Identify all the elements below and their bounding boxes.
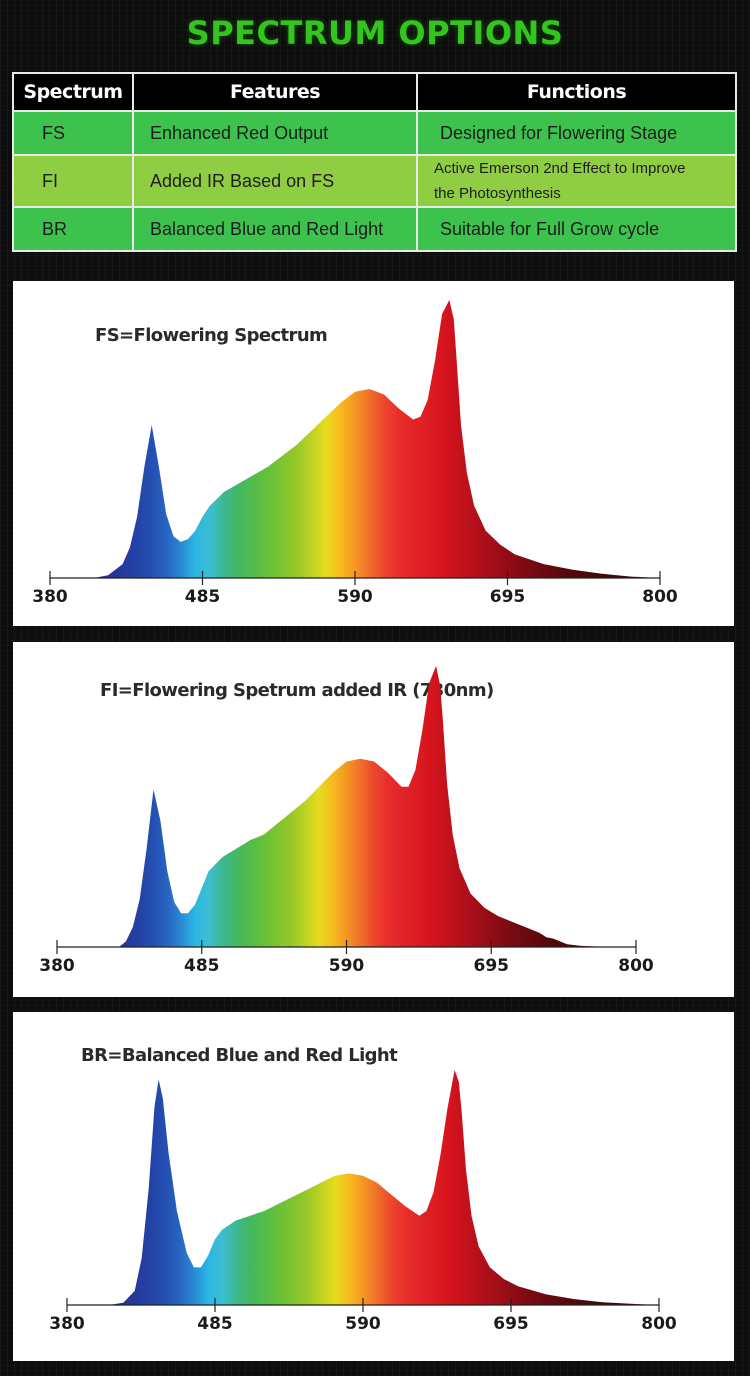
spectrum-options-table: Spectrum Features Functions FS Enhanced … xyxy=(12,72,737,252)
x-tick-label: 695 xyxy=(474,956,510,976)
cell-feature: Added IR Based on FS xyxy=(132,154,418,208)
cell-feature: Enhanced Red Output xyxy=(132,110,418,156)
x-tick-label: 590 xyxy=(329,956,365,976)
cell-feature: Balanced Blue and Red Light xyxy=(132,206,418,252)
cell-spectrum: FI xyxy=(12,154,134,208)
function-line: Active Emerson 2nd Effect to Improve xyxy=(434,160,686,177)
chart-title: BR=Balanced Blue and Red Light xyxy=(81,1045,398,1066)
spectrum-area xyxy=(109,1070,660,1305)
cell-function: Active Emerson 2nd Effect to Improve the… xyxy=(416,154,737,208)
spectrum-chart-br: BR=Balanced Blue and Red Light 380 485 590 6… xyxy=(49,1045,677,1334)
x-tick-label: 485 xyxy=(197,1314,233,1334)
spectrum-chart-fs: FS=Flowering Spectrum 380 485 590 695 800 xyxy=(32,300,678,607)
spectrum-chart-fi: FI=Flowering Spetrum added IR (730nm) 380… xyxy=(39,666,654,976)
chart-panel-fs: FS=Flowering Spectrum 380 485 590 695 800 xyxy=(13,281,734,626)
page-title: SPECTRUM OPTIONS xyxy=(186,14,564,52)
x-tick-label: 485 xyxy=(184,956,220,976)
x-tick-label: 800 xyxy=(642,587,678,607)
chart-title: FS=Flowering Spectrum xyxy=(95,325,327,346)
x-tick-label: 380 xyxy=(39,956,75,976)
x-tick-label: 800 xyxy=(641,1314,677,1334)
spectrum-area xyxy=(119,666,636,947)
spectrum-area xyxy=(93,300,661,578)
cell-spectrum: BR xyxy=(12,206,134,252)
x-tick-label: 695 xyxy=(493,1314,529,1334)
x-tick-label: 590 xyxy=(345,1314,381,1334)
x-tick-label: 800 xyxy=(618,956,654,976)
table-header-row: Spectrum Features Functions xyxy=(12,72,737,112)
column-header-features: Features xyxy=(132,72,418,112)
x-tick-label: 485 xyxy=(185,587,221,607)
x-tick-label: 590 xyxy=(337,587,373,607)
function-line: the Photosynthesis xyxy=(434,185,561,202)
table-row: BR Balanced Blue and Red Light Suitable … xyxy=(12,206,737,252)
x-tick-label: 380 xyxy=(32,587,68,607)
cell-function: Suitable for Full Grow cycle xyxy=(416,206,737,252)
x-tick-label: 380 xyxy=(49,1314,85,1334)
table-row: FS Enhanced Red Output Designed for Flow… xyxy=(12,110,737,156)
table-row: FI Added IR Based on FS Active Emerson 2… xyxy=(12,154,737,208)
column-header-spectrum: Spectrum xyxy=(12,72,134,112)
column-header-functions: Functions xyxy=(416,72,737,112)
chart-panel-br: BR=Balanced Blue and Red Light 380 485 590 6… xyxy=(13,1012,734,1361)
cell-function: Designed for Flowering Stage xyxy=(416,110,737,156)
chart-title: FI=Flowering Spetrum added IR (730nm) xyxy=(100,680,494,701)
x-tick-label: 695 xyxy=(490,587,526,607)
chart-panel-fi: FI=Flowering Spetrum added IR (730nm) 380… xyxy=(13,642,734,997)
cell-spectrum: FS xyxy=(12,110,134,156)
